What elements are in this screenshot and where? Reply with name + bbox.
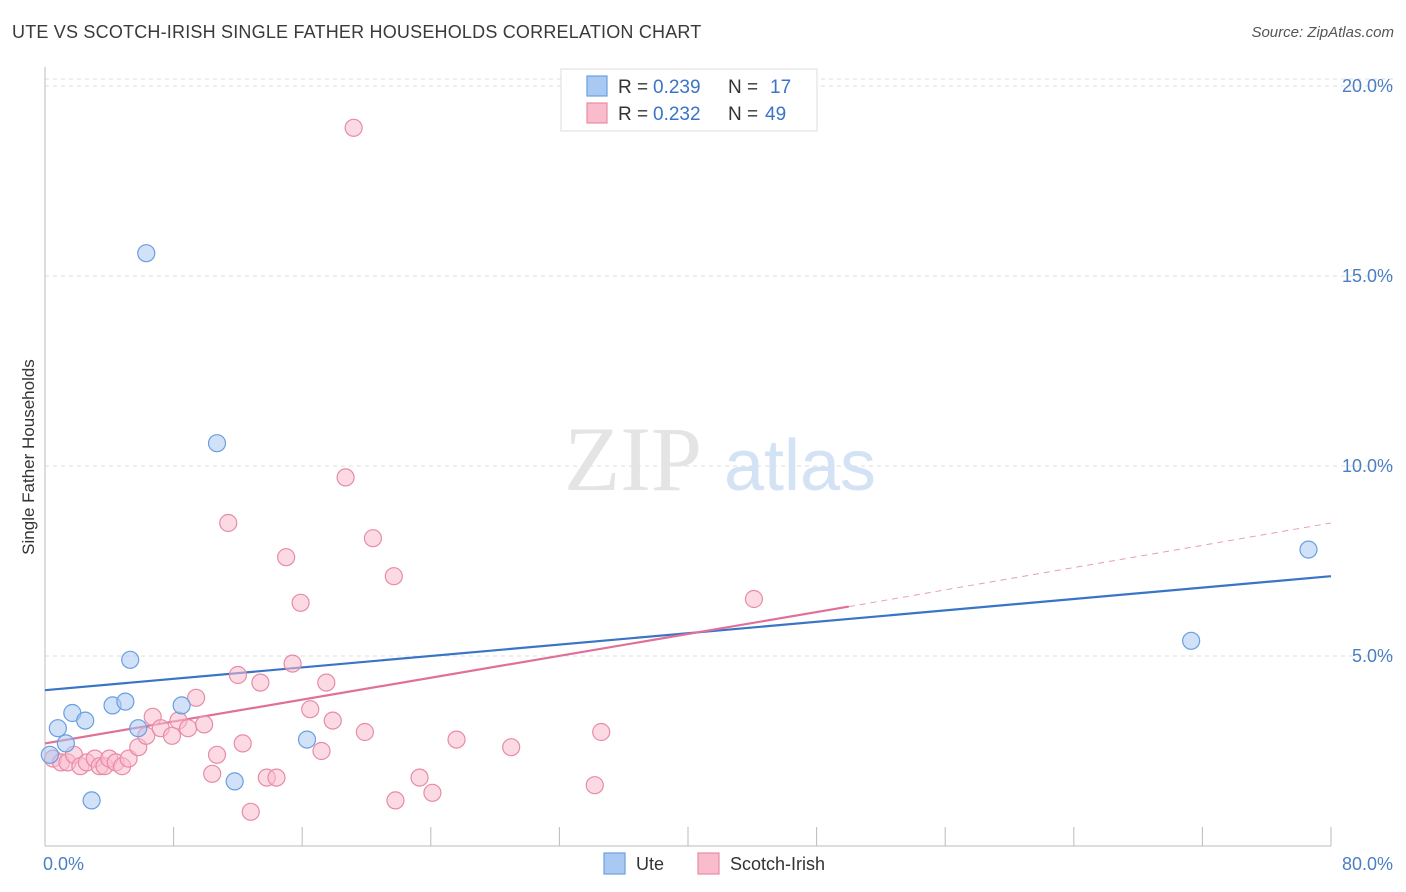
point-scotch-irish-38 [336,468,355,487]
legend-n-label-2: N = [728,104,758,125]
point-scotch-irish-48 [585,776,604,795]
legend-n-value-scotch-irish: 49 [765,104,786,125]
watermark: ZIP atlas [564,408,876,510]
point-scotch-irish-21 [195,715,214,734]
point-scotch-irish-43 [386,791,405,810]
legend-r-value-ute: 0.239 [653,77,701,98]
legend-r-label: R = [618,77,648,98]
point-scotch-irish-47 [502,738,521,757]
point-ute-2 [56,734,75,753]
legend-n-value-ute: 17 [770,77,791,98]
y-tick-label-0: 5.0% [1352,646,1393,666]
point-scotch-irish-26 [233,734,252,753]
point-scotch-irish-41 [363,529,383,548]
point-scotch-irish-23 [207,745,227,764]
point-ute-11 [172,696,191,715]
point-scotch-irish-32 [283,654,302,673]
point-scotch-irish-40 [355,722,374,742]
point-scotch-irish-50 [744,589,764,609]
legend-swatch-ute [586,75,608,97]
point-scotch-irish-20 [187,688,206,707]
x-tick-label-max: 80.0% [1342,854,1393,874]
point-scotch-irish-24 [219,513,238,533]
legend-n-label: N = [728,77,758,98]
point-ute-5 [82,791,101,810]
point-scotch-irish-49 [592,722,611,742]
point-ute-13 [225,772,244,791]
point-ute-0 [40,745,59,764]
point-scotch-irish-37 [323,711,342,730]
point-ute-15 [1182,631,1201,650]
point-ute-7 [116,692,135,711]
y-tick-label-3: 20.0% [1342,76,1393,96]
data-points [40,118,1318,821]
point-ute-8 [121,650,140,669]
trend-lines [44,522,1332,745]
point-scotch-irish-36 [317,673,336,692]
legend-r-value-scotch-irish: 0.232 [653,104,701,125]
point-scotch-irish-25 [228,665,247,685]
point-scotch-irish-34 [301,700,320,719]
bottom-legend-label-ute: Ute [636,854,664,874]
point-ute-9 [129,719,148,738]
point-scotch-irish-42 [384,567,403,586]
point-scotch-irish-39 [344,118,363,137]
y-tick-label-2: 15.0% [1342,266,1393,286]
y-tick-label-1: 10.0% [1342,456,1393,476]
point-ute-4 [76,711,95,730]
point-ute-14 [297,730,317,749]
chart-title: UTE VS SCOTCH-IRISH SINGLE FATHER HOUSEH… [12,22,702,42]
point-ute-10 [137,244,156,263]
point-ute-16 [1299,540,1318,559]
axes [44,67,1332,847]
point-scotch-irish-27 [241,802,260,821]
legend-swatch-scotch-irish [586,102,608,124]
point-scotch-irish-45 [423,783,442,802]
y-axis-label: Single Father Households [19,359,38,555]
point-scotch-irish-31 [277,548,296,567]
watermark-zip: ZIP [564,408,702,510]
point-scotch-irish-44 [410,768,429,787]
point-scotch-irish-19 [178,719,198,738]
grid-lines [45,78,1393,657]
point-scotch-irish-33 [291,593,310,612]
x-tick-label-min: 0.0% [43,854,84,874]
point-ute-12 [207,434,227,453]
watermark-atlas: atlas [724,426,876,506]
point-scotch-irish-28 [251,673,270,692]
point-scotch-irish-46 [447,730,466,749]
bottom-legend-label-scotch-irish: Scotch-Irish [730,854,825,874]
point-scotch-irish-30 [267,768,286,787]
tick-labels: 5.0% 10.0% 15.0% 20.0% 0.0% 80.0% [43,76,1393,874]
point-ute-1 [48,719,67,738]
point-scotch-irish-17 [162,726,182,745]
point-scotch-irish-22 [203,764,222,783]
point-scotch-irish-35 [312,741,331,761]
bottom-legend: Ute Scotch-Irish [603,852,825,875]
source-credit: Source: ZipAtlas.com [1251,24,1394,41]
legend: R = 0.239 N = 17 R = 0.232 N = 49 [560,68,818,132]
trend-extension-scotch-irish [848,522,1332,608]
legend-r-label-2: R = [618,104,648,125]
bottom-legend-swatch-scotch-irish [697,852,720,875]
bottom-legend-swatch-ute [603,852,626,875]
